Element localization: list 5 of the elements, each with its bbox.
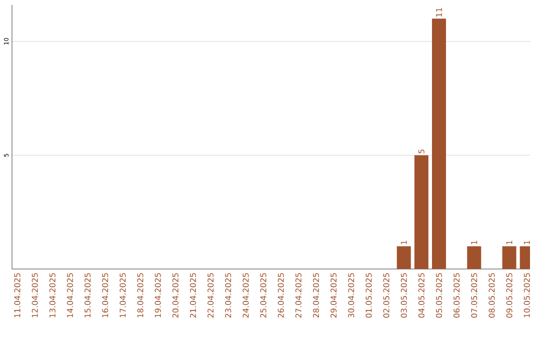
bar bbox=[467, 246, 482, 269]
bar bbox=[414, 155, 428, 269]
bar bbox=[396, 246, 411, 269]
bar bbox=[502, 246, 516, 269]
bar bbox=[432, 18, 446, 269]
